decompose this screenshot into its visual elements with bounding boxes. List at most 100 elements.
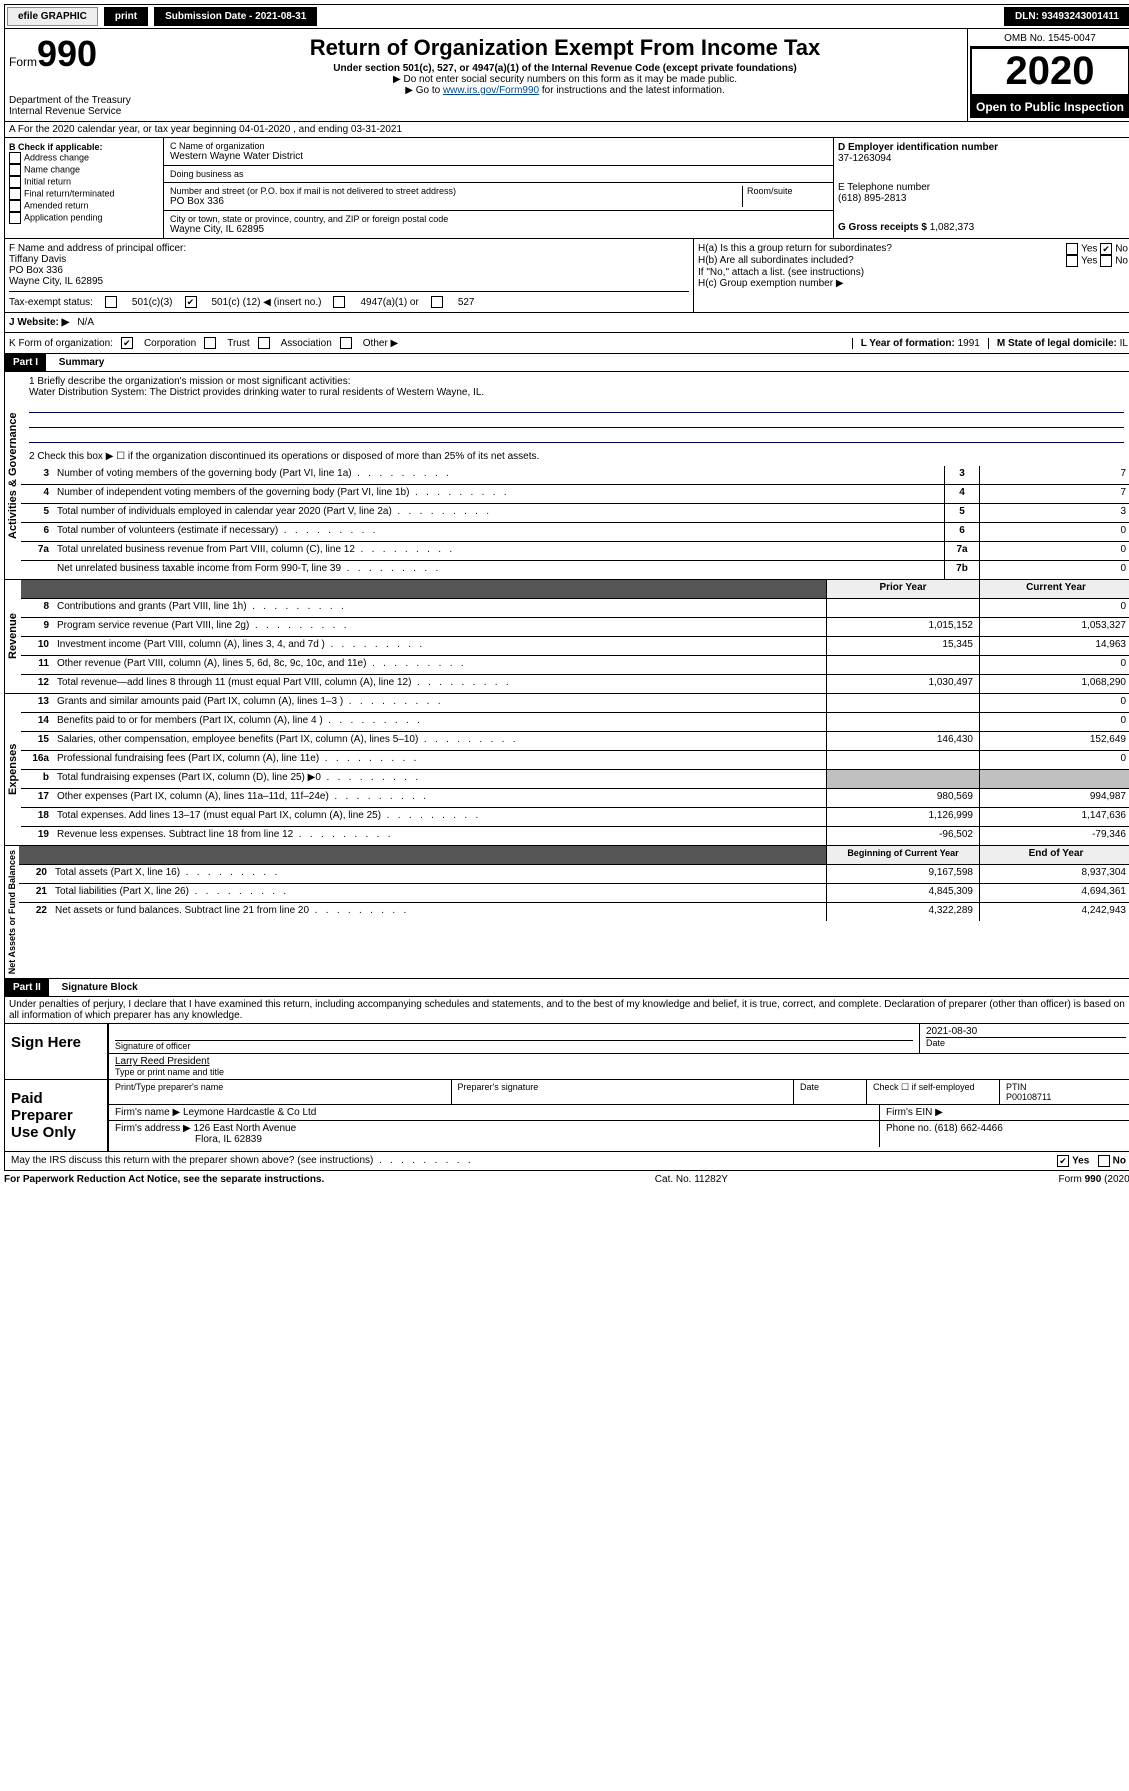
sign-here-block: Sign Here Signature of officer 2021-08-3…	[4, 1024, 1129, 1080]
subtitle-2: ▶ Do not enter social security numbers o…	[167, 74, 963, 85]
discuss-row: May the IRS discuss this return with the…	[4, 1152, 1129, 1171]
summary-line: 6Total number of volunteers (estimate if…	[21, 523, 1129, 542]
gross-value: 1,082,373	[930, 222, 975, 233]
cb-501c3[interactable]	[105, 296, 117, 308]
summary-line: 12Total revenue—add lines 8 through 11 (…	[21, 675, 1129, 693]
side-expenses: Expenses	[5, 694, 21, 845]
website-value: N/A	[77, 317, 94, 328]
omb-number: OMB No. 1545-0047	[970, 31, 1129, 47]
summary-line: 20Total assets (Part X, line 16)9,167,59…	[19, 865, 1129, 884]
summary-revenue: Revenue Prior Year Current Year 8Contrib…	[4, 580, 1129, 694]
submission-date: Submission Date - 2021-08-31	[154, 7, 317, 26]
sig-date-val: 2021-08-30	[926, 1026, 1126, 1037]
discuss-no[interactable]	[1098, 1155, 1110, 1167]
ha-no[interactable]	[1100, 243, 1112, 255]
firm-city: Flora, IL 62839	[115, 1134, 873, 1145]
side-revenue: Revenue	[5, 580, 21, 693]
part2-sub: Signature Block	[52, 982, 138, 993]
part2-title: Part II	[5, 979, 49, 996]
summary-line: 11Other revenue (Part VIII, column (A), …	[21, 656, 1129, 675]
footer-left: For Paperwork Reduction Act Notice, see …	[4, 1174, 324, 1185]
addr-label: Number and street (or P.O. box if mail i…	[170, 186, 742, 196]
discuss-text: May the IRS discuss this return with the…	[11, 1155, 471, 1167]
part2-header-row: Part II Signature Block	[4, 979, 1129, 997]
cb-other[interactable]	[340, 337, 352, 349]
cb-app-pending[interactable]	[9, 212, 21, 224]
q2: 2 Check this box ▶ ☐ if the organization…	[21, 447, 1129, 466]
ha-yes[interactable]	[1066, 243, 1078, 255]
c-name-label: C Name of organization	[170, 141, 827, 151]
hdr-end: End of Year	[979, 846, 1129, 864]
website-label: J Website: ▶	[9, 317, 69, 328]
ein-value: 37-1263094	[838, 153, 1128, 164]
section-fh: F Name and address of principal officer:…	[4, 239, 1129, 313]
hdr-prior: Prior Year	[826, 580, 979, 598]
prep-date-label: Date	[794, 1080, 867, 1104]
summary-line: 4Number of independent voting members of…	[21, 485, 1129, 504]
cb-name-change[interactable]	[9, 164, 21, 176]
ptin-label: PTIN	[1006, 1082, 1126, 1092]
ein-label: D Employer identification number	[838, 142, 1128, 153]
footer-right: Form 990 (2020)	[1059, 1174, 1129, 1185]
section-bcd: B Check if applicable: Address change Na…	[4, 138, 1129, 239]
org-name: Western Wayne Water District	[170, 151, 827, 162]
irs-link[interactable]: www.irs.gov/Form990	[443, 85, 539, 96]
section-klm: K Form of organization: Corporation Trus…	[4, 333, 1129, 354]
hdr-beginning: Beginning of Current Year	[826, 846, 979, 864]
hc-label: H(c) Group exemption number ▶	[698, 278, 1128, 289]
form-word: Form	[9, 55, 37, 69]
paid-preparer-label: Paid Preparer Use Only	[5, 1080, 107, 1151]
summary-line: 16aProfessional fundraising fees (Part I…	[21, 751, 1129, 770]
officer-addr1: PO Box 336	[9, 265, 689, 276]
cb-final-return[interactable]	[9, 188, 21, 200]
summary-line: 8Contributions and grants (Part VIII, li…	[21, 599, 1129, 618]
topbar: efile GRAPHIC print Submission Date - 20…	[4, 4, 1129, 29]
summary-line: 5Total number of individuals employed in…	[21, 504, 1129, 523]
summary-line: 21Total liabilities (Part X, line 26)4,8…	[19, 884, 1129, 903]
section-a: A For the 2020 calendar year, or tax yea…	[4, 122, 1129, 138]
side-governance: Activities & Governance	[5, 372, 21, 579]
year-formation: 1991	[958, 338, 980, 349]
h-note: If "No," attach a list. (see instruction…	[698, 267, 1128, 278]
cb-address-change[interactable]	[9, 152, 21, 164]
summary-line: 18Total expenses. Add lines 13–17 (must …	[21, 808, 1129, 827]
sign-here-label: Sign Here	[5, 1024, 107, 1079]
subtitle-1: Under section 501(c), 527, or 4947(a)(1)…	[167, 63, 963, 74]
summary-line: 15Salaries, other compensation, employee…	[21, 732, 1129, 751]
summary-governance: Activities & Governance 1 Briefly descri…	[4, 372, 1129, 580]
summary-line: 9Program service revenue (Part VIII, lin…	[21, 618, 1129, 637]
cb-527[interactable]	[431, 296, 443, 308]
type-name-label: Type or print name and title	[115, 1067, 1126, 1077]
cb-corp[interactable]	[121, 337, 133, 349]
city-label: City or town, state or province, country…	[170, 214, 827, 224]
hb-yes[interactable]	[1066, 255, 1078, 267]
summary-line: 13Grants and similar amounts paid (Part …	[21, 694, 1129, 713]
tax-status-label: Tax-exempt status:	[9, 297, 93, 308]
footer-mid: Cat. No. 11282Y	[655, 1174, 728, 1185]
print-btn[interactable]: print	[104, 7, 148, 26]
efile-btn[interactable]: efile GRAPHIC	[7, 7, 98, 26]
hb-label: H(b) Are all subordinates included?	[698, 255, 854, 267]
cb-501c[interactable]	[185, 296, 197, 308]
summary-netassets: Net Assets or Fund Balances Beginning of…	[4, 846, 1129, 979]
self-emp: Check ☐ if self-employed	[867, 1080, 1000, 1104]
firm-ein-label: Firm's EIN ▶	[880, 1105, 1129, 1120]
cb-amended[interactable]	[9, 200, 21, 212]
addr-value: PO Box 336	[170, 196, 742, 207]
ptin-value: P00108711	[1006, 1092, 1126, 1102]
cb-initial-return[interactable]	[9, 176, 21, 188]
dba-label: Doing business as	[170, 169, 827, 179]
cb-assoc[interactable]	[258, 337, 270, 349]
tax-year: 2020	[970, 47, 1129, 96]
hb-no[interactable]	[1100, 255, 1112, 267]
ha-label: H(a) Is this a group return for subordin…	[698, 243, 892, 255]
summary-line: 3Number of voting members of the governi…	[21, 466, 1129, 485]
discuss-yes[interactable]	[1057, 1155, 1069, 1167]
cb-4947[interactable]	[333, 296, 345, 308]
cb-trust[interactable]	[204, 337, 216, 349]
room-label: Room/suite	[742, 186, 827, 207]
form-header: Form990 Department of the Treasury Inter…	[4, 29, 1129, 122]
k-label: K Form of organization:	[9, 338, 113, 349]
firm-addr: 126 East North Avenue	[194, 1123, 297, 1134]
city-value: Wayne City, IL 62895	[170, 224, 827, 235]
